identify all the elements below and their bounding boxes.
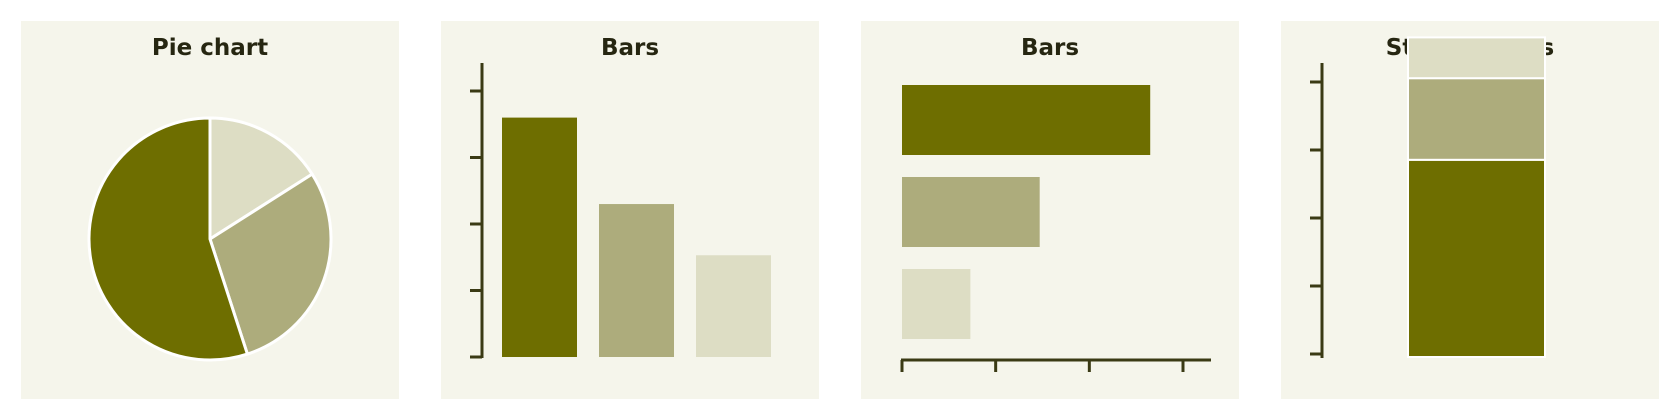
pie-slice	[208, 172, 333, 356]
vertical-bar-chart	[470, 63, 771, 359]
stacked-bar-segment	[1407, 77, 1546, 161]
horizontal-bar-chart	[900, 85, 1211, 372]
pie-chart-title: Pie chart	[151, 35, 269, 61]
stacked-bar-segment	[1407, 158, 1546, 358]
bar	[902, 85, 1151, 155]
bar	[502, 117, 577, 357]
stacked-bar-chart-panel: Stacked bars	[1281, 21, 1659, 399]
pie-chart	[87, 116, 333, 362]
pie-slice	[87, 116, 249, 362]
vertical-bar-chart-title: Bars	[600, 35, 660, 61]
bar	[902, 269, 971, 339]
stacked-bar-chart	[1310, 36, 1546, 358]
pie-slice	[208, 116, 314, 241]
pie-chart-panel: Pie chart	[21, 21, 399, 399]
horizontal-bar-chart-panel: Bars	[861, 21, 1239, 399]
bar	[599, 204, 674, 357]
bar	[696, 255, 771, 357]
stacked-bar-segment	[1407, 36, 1546, 80]
vertical-bar-chart-panel: Bars	[441, 21, 819, 399]
bar	[902, 177, 1040, 247]
horizontal-bar-chart-title: Bars	[1020, 35, 1080, 61]
